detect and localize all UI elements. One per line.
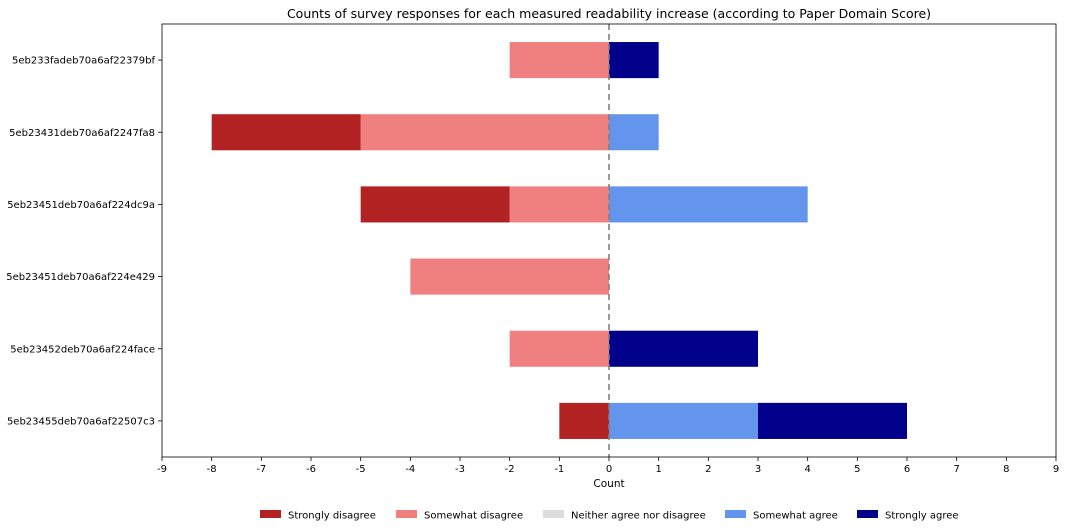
y-tick-label: 5eb23431deb70a6af2247fa8 xyxy=(9,128,155,139)
x-tick-label: -6 xyxy=(306,464,316,475)
legend-label: Strongly agree xyxy=(885,511,959,522)
legend-swatch xyxy=(857,510,878,518)
x-tick-label: 1 xyxy=(655,464,661,475)
x-tick-label: 7 xyxy=(953,464,959,475)
x-tick-label: 0 xyxy=(606,464,612,475)
y-axis: 5eb233fadeb70a6af22379bf 5eb23431deb70a6a… xyxy=(6,56,162,427)
chart-title: Counts of survey responses for each meas… xyxy=(287,6,931,21)
y-tick-label: 5eb233fadeb70a6af22379bf xyxy=(12,56,155,67)
legend-swatch xyxy=(396,510,417,518)
legend-label: Somewhat agree xyxy=(753,511,838,522)
bar-strongly-agree xyxy=(609,42,659,79)
bar-strongly-disagree xyxy=(211,114,361,151)
x-axis: -9 -8 -7 -6 -5 -4 -3 -2 -1 0 1 2 3 4 5 6 7 8 9 xyxy=(157,457,1059,475)
legend-label: Neither agree nor disagree xyxy=(571,511,706,522)
bar-strongly-agree xyxy=(758,402,907,439)
legend-swatch xyxy=(543,510,564,518)
bar-somewhat-agree xyxy=(609,402,758,439)
bar-strongly-disagree xyxy=(360,186,510,223)
x-tick-label: 3 xyxy=(755,464,761,475)
x-tick-label: 6 xyxy=(904,464,910,475)
legend-label: Somewhat disagree xyxy=(424,511,523,522)
y-tick-label: 5eb23452deb70a6af224face xyxy=(10,344,155,355)
x-tick-label: 5 xyxy=(854,464,860,475)
bar-somewhat-disagree xyxy=(360,114,609,151)
bar-strongly-agree xyxy=(609,330,758,367)
bar-strongly-disagree xyxy=(559,402,609,439)
bar-somewhat-disagree xyxy=(509,42,609,79)
x-tick-label: -5 xyxy=(356,464,366,475)
x-tick-label: 4 xyxy=(804,464,810,475)
x-tick-label: -8 xyxy=(207,464,217,475)
bar-somewhat-disagree xyxy=(509,330,609,367)
legend: Strongly disagree Somewhat disagree Neithe… xyxy=(260,510,959,522)
x-tick-label: 9 xyxy=(1053,464,1059,475)
bar-somewhat-agree xyxy=(609,114,659,151)
bars-group xyxy=(211,42,907,439)
x-tick-label: -3 xyxy=(455,464,465,475)
y-tick-label: 5eb23455deb70a6af22507c3 xyxy=(7,416,155,427)
bar-somewhat-agree xyxy=(609,186,808,223)
x-tick-label: 8 xyxy=(1003,464,1009,475)
x-axis-label: Count xyxy=(593,478,624,490)
x-tick-label: -1 xyxy=(554,464,564,475)
x-tick-label: -9 xyxy=(157,464,167,475)
x-tick-label: -2 xyxy=(505,464,515,475)
x-tick-label: -7 xyxy=(256,464,266,475)
bar-somewhat-disagree xyxy=(410,258,609,295)
legend-swatch xyxy=(725,510,746,518)
x-tick-label: -4 xyxy=(405,464,415,475)
legend-label: Strongly disagree xyxy=(288,511,376,522)
legend-swatch xyxy=(260,510,281,518)
bar-somewhat-disagree xyxy=(509,186,609,223)
y-tick-label: 5eb23451deb70a6af224e429 xyxy=(6,272,155,283)
y-tick-label: 5eb23451deb70a6af224dc9a xyxy=(7,200,155,211)
x-tick-label: 2 xyxy=(705,464,711,475)
